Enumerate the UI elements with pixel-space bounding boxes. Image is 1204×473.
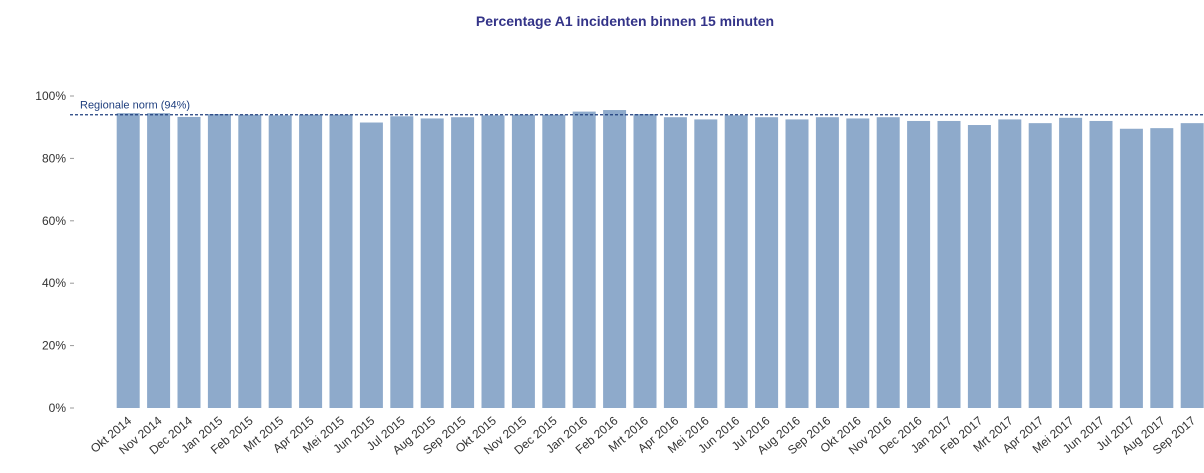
bar	[724, 115, 748, 409]
bar	[694, 119, 718, 409]
bar	[207, 114, 231, 408]
bar	[329, 114, 353, 408]
bar	[116, 113, 140, 408]
bar	[876, 117, 900, 408]
bar	[542, 114, 566, 408]
bar	[998, 119, 1022, 409]
bar	[1180, 123, 1204, 409]
bar	[846, 118, 870, 409]
bar	[937, 120, 961, 409]
bar	[420, 118, 444, 409]
bar	[390, 116, 414, 408]
bar	[572, 111, 596, 408]
bar	[481, 115, 505, 409]
bar	[755, 117, 779, 408]
bar	[785, 119, 809, 409]
bar	[633, 114, 657, 408]
bar	[299, 114, 323, 408]
y-tick-label: 20%	[42, 339, 66, 353]
bar	[359, 122, 383, 409]
bar	[268, 115, 292, 409]
bar	[815, 117, 839, 408]
bar	[238, 114, 262, 408]
bar	[147, 113, 171, 408]
bar	[663, 117, 687, 408]
bar	[1059, 117, 1083, 408]
bar	[1028, 123, 1052, 409]
y-tick-label: 0%	[49, 401, 67, 415]
bar	[967, 125, 991, 409]
bar	[1150, 128, 1174, 409]
bar	[177, 116, 201, 409]
bar	[511, 114, 535, 408]
bar	[451, 117, 475, 408]
bar	[1089, 120, 1113, 409]
y-tick-label: 60%	[42, 214, 66, 228]
reference-label: Regionale norm (94%)	[80, 100, 190, 112]
y-tick-label: 100%	[35, 89, 66, 103]
bar	[1119, 128, 1143, 408]
y-tick-label: 40%	[42, 276, 66, 290]
bar	[907, 120, 931, 409]
chart-title: Percentage A1 incidenten binnen 15 minut…	[476, 13, 774, 29]
bar	[603, 110, 627, 408]
y-tick-label: 80%	[42, 151, 66, 165]
